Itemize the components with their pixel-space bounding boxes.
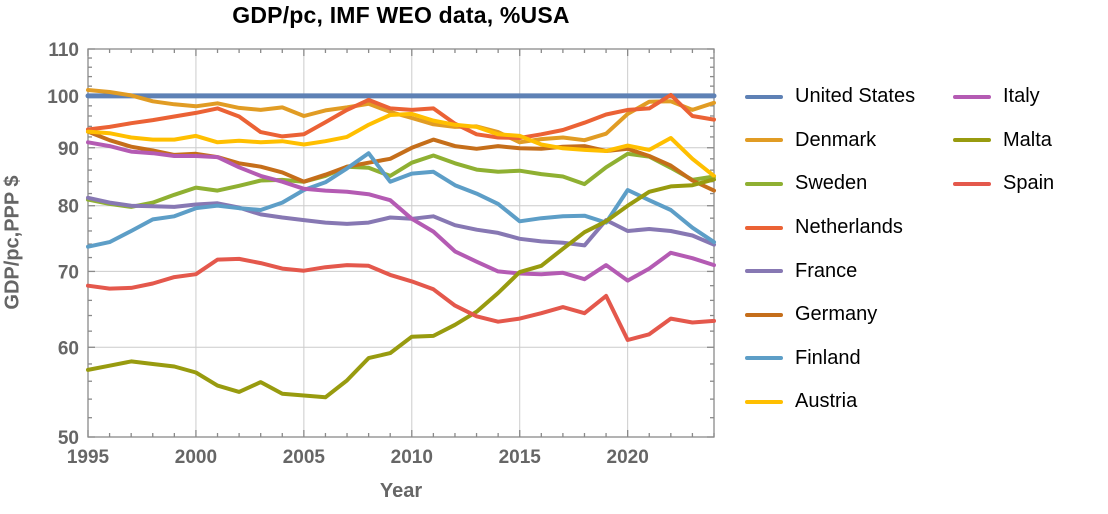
y-tick-label-110: 110 xyxy=(48,40,79,61)
legend-line-swatch-sweden xyxy=(745,181,783,186)
legend-column-1: United States Denmark Sweden Netherlands Fra… xyxy=(745,75,915,424)
legend-label-united-states: United States xyxy=(795,85,916,108)
x-tick-label-1995: 1995 xyxy=(67,447,110,468)
legend-item-germany: Germany xyxy=(745,293,915,337)
series-line-malta xyxy=(86,177,716,400)
y-tick-label-100: 100 xyxy=(47,87,79,108)
series-line-austria xyxy=(86,111,716,178)
legend-label-germany: Germany xyxy=(795,303,878,326)
legend-label-netherlands: Netherlands xyxy=(795,216,903,239)
legend-item-malta: Malta xyxy=(953,119,1054,163)
y-tick-label-50: 50 xyxy=(58,428,79,449)
legend-label-austria: Austria xyxy=(795,390,858,413)
x-tick-label-2000: 2000 xyxy=(175,447,217,468)
series-line-germany xyxy=(86,129,716,193)
legend-item-austria: Austria xyxy=(745,380,915,424)
legend-label-sweden: Sweden xyxy=(795,172,868,195)
legend-item-finland: Finland xyxy=(745,337,915,381)
x-axis-label: Year xyxy=(379,480,423,502)
x-tick-label-2010: 2010 xyxy=(391,447,433,468)
series-line-italy xyxy=(86,140,716,283)
legend-item-netherlands: Netherlands xyxy=(745,206,915,250)
legend-line-swatch-denmark xyxy=(745,138,783,143)
legend-item-denmark: Denmark xyxy=(745,119,915,163)
y-tick-label-90: 90 xyxy=(58,139,79,160)
legend-item-spain: Spain xyxy=(953,162,1054,206)
chart-title: GDP/pc, IMF WEO data, %USA xyxy=(232,2,570,28)
y-tick-label-80: 80 xyxy=(58,197,79,218)
legend-line-swatch-spain xyxy=(953,181,991,186)
y-axis-label: GDP/pc,PPP $ xyxy=(1,175,24,310)
legend-line-swatch-netherlands xyxy=(745,225,783,230)
legend-line-swatch-united-states xyxy=(745,94,783,99)
series-line-sweden xyxy=(86,151,716,209)
legend-line-swatch-austria xyxy=(745,399,783,404)
legend-item-italy: Italy xyxy=(953,75,1054,119)
legend-label-denmark: Denmark xyxy=(795,128,877,151)
y-tick-label-70: 70 xyxy=(58,262,79,283)
legend-line-swatch-france xyxy=(745,269,783,274)
legend-line-swatch-germany xyxy=(745,312,783,317)
legend-label-france: France xyxy=(795,259,858,282)
legend-item-france: France xyxy=(745,249,915,293)
series-line-spain xyxy=(86,256,716,342)
series-line-netherlands xyxy=(86,92,716,140)
legend-line-swatch-finland xyxy=(745,356,783,361)
legend-line-swatch-malta xyxy=(953,138,991,143)
legend-label-spain: Spain xyxy=(1003,172,1055,195)
legend-label-finland: Finland xyxy=(795,346,861,369)
series-line-france xyxy=(86,195,716,248)
y-tick-label-60: 60 xyxy=(58,338,79,359)
x-tick-label-2005: 2005 xyxy=(283,447,326,468)
legend-item-sweden: Sweden xyxy=(745,162,915,206)
legend-label-italy: Italy xyxy=(1003,85,1040,108)
legend-column-2: Italy Malta Spain xyxy=(953,75,1054,206)
x-tick-label-2020: 2020 xyxy=(607,447,649,468)
x-tick-label-2015: 2015 xyxy=(499,447,542,468)
legend-line-swatch-italy xyxy=(953,94,991,99)
legend-label-malta: Malta xyxy=(1003,128,1052,151)
legend-item-united-states: United States xyxy=(745,75,915,119)
